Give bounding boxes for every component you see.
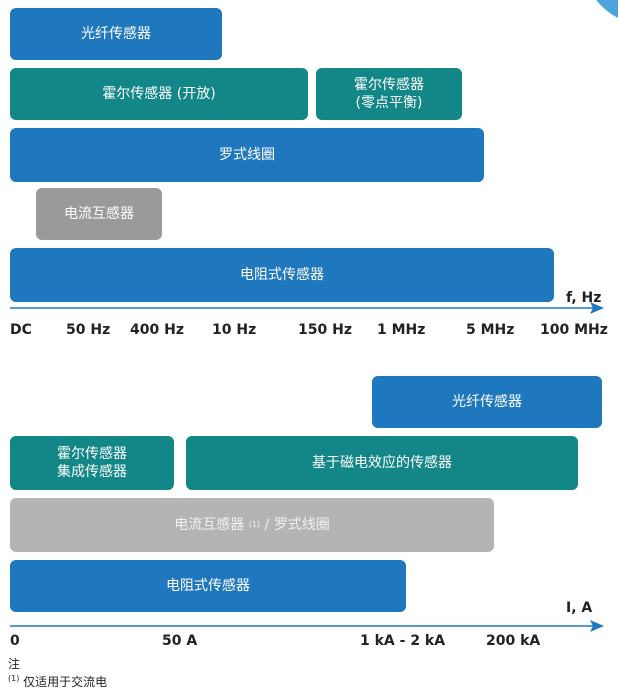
- bar-label: 罗式线圈: [219, 147, 275, 163]
- bar-label: 光纤传感器: [81, 26, 151, 42]
- bar-label: / 罗式线圈: [260, 517, 330, 533]
- bar-label: 基于磁电效应的传感器: [312, 455, 452, 471]
- bar-label: 电流互感器: [64, 206, 134, 222]
- tick-label: 100 MHz: [540, 322, 608, 338]
- bar: 电流互感器: [36, 188, 162, 240]
- corner-arc: [596, 0, 618, 18]
- bar: 基于磁电效应的传感器: [186, 436, 578, 490]
- bar: 电阻式传感器: [10, 560, 406, 612]
- tick-label: 150 Hz: [298, 322, 352, 338]
- bar: 霍尔传感器集成传感器: [10, 436, 174, 490]
- bar-label: 集成传感器: [57, 464, 127, 480]
- bar: 罗式线圈: [10, 128, 484, 182]
- tick-label: 0: [10, 633, 20, 649]
- tick-label: 50 A: [162, 633, 198, 649]
- tick-label: DC: [10, 322, 32, 338]
- bar-label: 霍尔传感器: [354, 77, 424, 93]
- tick-label: 400 Hz: [130, 322, 184, 338]
- bar: 霍尔传感器 (零点平衡): [316, 68, 462, 120]
- note: (1) 仅适用于交流电: [8, 673, 107, 690]
- bar-label: 电流互感器: [174, 517, 249, 533]
- axis-label: I, A: [566, 600, 593, 616]
- footnote-marker: (1): [248, 520, 261, 529]
- note-text: 仅适用于交流电: [19, 675, 108, 689]
- bar-label: 霍尔传感器: [57, 446, 127, 462]
- footnote-marker: (1): [8, 674, 20, 683]
- tick-label: 50 Hz: [66, 322, 111, 338]
- axis-label: f, Hz: [566, 290, 602, 306]
- bar: 霍尔传感器 (开放): [10, 68, 308, 120]
- bar-label: 霍尔传感器 (开放): [102, 86, 216, 102]
- bar-label: 光纤传感器: [452, 394, 522, 410]
- bar-label: 电阻式传感器: [240, 267, 324, 283]
- note-title: 注: [8, 657, 21, 671]
- tick-label: 200 kA: [486, 633, 541, 649]
- bar: 电流互感器 (1) / 罗式线圈: [10, 498, 494, 552]
- tick-label: 5 MHz: [466, 322, 515, 338]
- bar-label: 电阻式传感器: [166, 578, 250, 594]
- bar: 光纤传感器: [10, 8, 222, 60]
- tick-label: 1 MHz: [377, 322, 426, 338]
- tick-label: 1 kA - 2 kA: [360, 633, 446, 649]
- axis-arrow: [590, 302, 604, 314]
- tick-label: 10 Hz: [212, 322, 257, 338]
- bar: 光纤传感器: [372, 376, 602, 428]
- bar: 电阻式传感器: [10, 248, 554, 302]
- axis-arrow: [590, 620, 604, 632]
- bar-label: (零点平衡): [355, 95, 423, 111]
